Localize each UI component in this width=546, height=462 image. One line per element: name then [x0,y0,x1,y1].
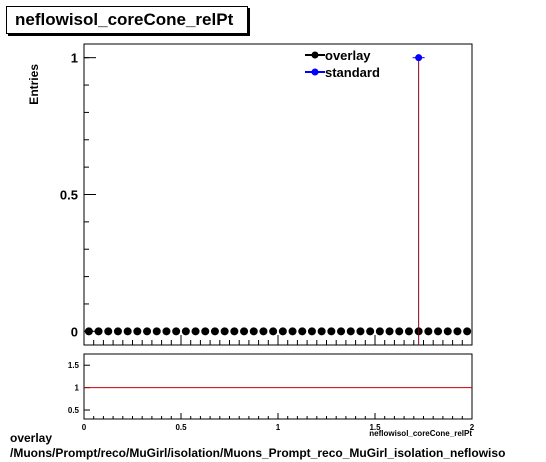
standard-point [415,54,423,62]
overlay-point [201,327,210,336]
overlay-point [230,327,239,336]
overlay-point [307,327,316,336]
chart-title: neflowisol_coreCone_relPt [15,10,234,29]
overlay-point [249,327,258,336]
overlay-point [104,327,113,336]
ratio-x-tick-label: 0 [82,423,87,432]
overlay-point [453,327,462,336]
overlay-point [210,327,219,336]
overlay-point [443,327,452,336]
overlay-point [220,327,229,336]
ratio-x-axis-label: neflowisol_coreCone_relPt [369,429,472,438]
overlay-point [366,327,375,336]
overlay-point [434,327,443,336]
legend-marker-overlay [311,51,319,59]
overlay-point [133,327,142,336]
overlay-point [162,327,171,336]
y-tick-label: 1 [71,51,78,66]
y-tick-label: 0.5 [60,188,78,203]
overlay-point [143,327,152,336]
overlay-point [356,327,365,336]
overlay-point [172,327,181,336]
overlay-point [181,327,190,336]
legend-label-standard: standard [325,65,380,80]
legend-marker-standard [311,68,319,76]
ratio-x-tick-label: 2 [470,423,475,432]
ratio-y-tick-label: 1 [75,384,80,393]
overlay-point [327,327,336,336]
overlay-point [278,327,287,336]
overlay-point [123,327,132,336]
overlay-point [337,327,346,336]
overlay-point [346,327,355,336]
ratio-y-tick-label: 0.5 [68,406,80,415]
ratio-x-tick-label: 1 [276,423,281,432]
footer-line-1: overlay [10,431,53,445]
overlay-point [269,327,278,336]
ratio-frame [83,353,473,420]
ratio-x-tick-label: 1.5 [369,423,381,432]
y-axis-label: Entries [27,64,41,105]
overlay-point [240,327,249,336]
overlay-point [94,327,103,336]
plot-frame [83,43,473,346]
overlay-point [298,327,307,336]
chart-title-box: neflowisol_coreCone_relPt [6,6,248,34]
overlay-point [424,327,433,336]
overlay-point [191,327,200,336]
overlay-point [288,327,297,336]
legend-label-overlay: overlay [325,48,371,63]
overlay-point [404,327,413,336]
overlay-point [385,327,394,336]
ratio-y-tick-label: 1.5 [68,361,80,370]
ratio-x-tick-label: 0.5 [175,423,187,432]
overlay-point [84,327,93,336]
overlay-point [259,327,268,336]
overlay-point [113,327,122,336]
y-tick-label: 0 [71,324,78,339]
overlay-point [152,327,161,336]
footer-line-2: /Muons/Prompt/reco/MuGirl/isolation/Muon… [10,446,506,460]
overlay-point [375,327,384,336]
overlay-point [317,327,326,336]
overlay-point [463,327,472,336]
overlay-point [395,327,404,336]
